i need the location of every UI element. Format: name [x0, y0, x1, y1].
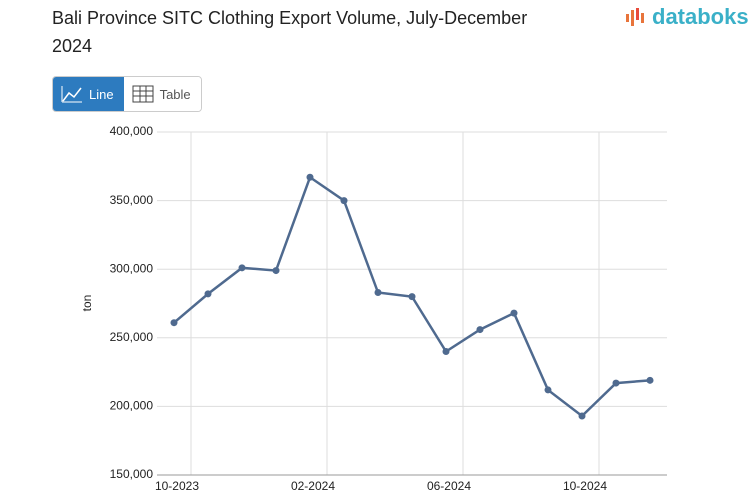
button-label: Table — [159, 86, 191, 102]
point — [646, 376, 654, 384]
point — [306, 173, 314, 181]
y-tick-label: 350,000 — [110, 193, 154, 207]
point — [442, 348, 450, 356]
x-tick-label: 10-2023 — [155, 479, 199, 493]
point — [578, 412, 586, 420]
point — [204, 290, 212, 298]
logo-icon — [626, 8, 644, 26]
point — [374, 289, 382, 297]
button-label: Line — [89, 86, 114, 102]
y-tick-label: 400,000 — [110, 124, 154, 138]
point — [238, 264, 246, 272]
point — [544, 386, 552, 394]
line-button[interactable]: Line — [53, 77, 124, 111]
point — [340, 197, 348, 205]
x-tick-label: 06-2024 — [427, 479, 471, 493]
point — [510, 309, 518, 317]
x-tick-label: 02-2024 — [291, 479, 335, 493]
table-button[interactable]: Table — [123, 77, 201, 111]
chart-title: Bali Province SITC Clothing Export Volum… — [52, 8, 528, 56]
point — [272, 267, 280, 275]
y-tick-label: 150,000 — [110, 467, 154, 481]
y-axis-label: ton — [80, 295, 94, 312]
point — [612, 379, 620, 387]
x-tick-label: 10-2024 — [563, 479, 607, 493]
view-toggle: Line Table — [52, 76, 202, 112]
y-tick-label: 200,000 — [110, 399, 154, 413]
line — [173, 175, 651, 418]
point — [476, 326, 484, 334]
point — [170, 319, 178, 327]
point — [408, 293, 416, 301]
y-tick-label: 300,000 — [110, 261, 154, 275]
logo: databoks — [652, 4, 749, 29]
y-tick-label: 250,000 — [110, 330, 154, 344]
